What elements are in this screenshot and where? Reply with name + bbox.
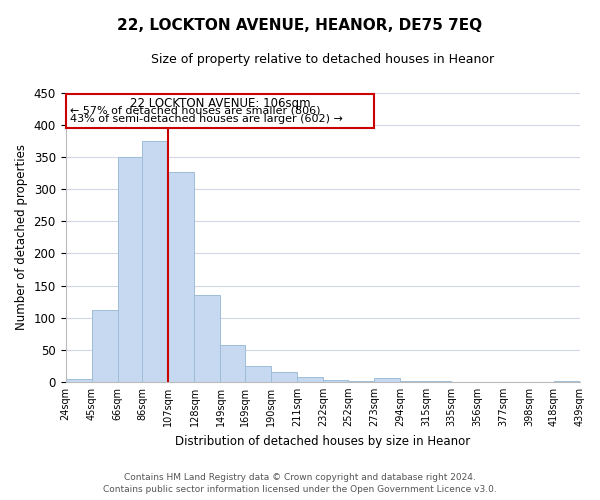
Text: 22 LOCKTON AVENUE: 106sqm: 22 LOCKTON AVENUE: 106sqm: [130, 97, 310, 110]
Bar: [118, 157, 142, 382]
Bar: [348, 381, 374, 382]
Text: Contains HM Land Registry data © Crown copyright and database right 2024.
Contai: Contains HM Land Registry data © Crown c…: [103, 472, 497, 494]
Bar: [220, 345, 245, 382]
Text: 43% of semi-detached houses are larger (602) →: 43% of semi-detached houses are larger (…: [70, 114, 343, 124]
Bar: [323, 380, 348, 382]
Bar: [554, 380, 580, 382]
Bar: [298, 376, 323, 382]
Bar: [271, 372, 298, 382]
Bar: [92, 310, 118, 382]
Title: Size of property relative to detached houses in Heanor: Size of property relative to detached ho…: [151, 52, 494, 66]
X-axis label: Distribution of detached houses by size in Heanor: Distribution of detached houses by size …: [175, 434, 470, 448]
Bar: [374, 378, 400, 382]
Bar: [65, 378, 92, 382]
Bar: [142, 141, 169, 382]
Bar: [194, 295, 220, 382]
Bar: [426, 381, 451, 382]
Bar: [400, 380, 426, 382]
Text: 22, LOCKTON AVENUE, HEANOR, DE75 7EQ: 22, LOCKTON AVENUE, HEANOR, DE75 7EQ: [118, 18, 482, 32]
FancyBboxPatch shape: [65, 94, 374, 128]
Bar: [169, 172, 194, 382]
Y-axis label: Number of detached properties: Number of detached properties: [15, 144, 28, 330]
Bar: [245, 366, 271, 382]
Text: ← 57% of detached houses are smaller (806): ← 57% of detached houses are smaller (80…: [70, 106, 321, 116]
